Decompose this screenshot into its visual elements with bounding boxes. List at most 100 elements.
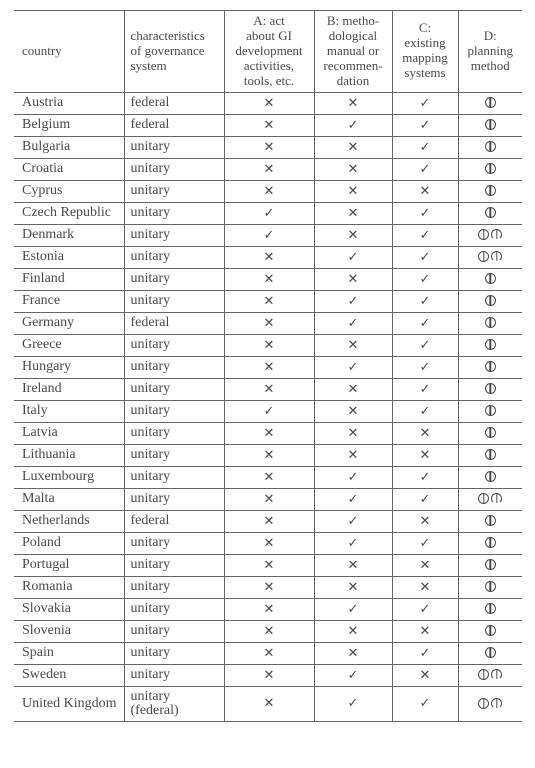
cross-icon: ✕ [348,271,359,286]
cell-gov: unitary [124,532,224,554]
cell-country: Austria [14,92,124,114]
cell-gov: unitary [124,664,224,686]
cell-country: Portugal [14,554,124,576]
check-icon: ✓ [348,359,359,374]
cell-c: ✓ [392,598,458,620]
cell-a: ✕ [224,466,314,488]
planning-method-icon [484,448,497,462]
cell-b: ✕ [314,224,392,246]
table-row: United Kingdomunitary (federal)✕✓✓ [14,686,522,721]
cross-icon: ✕ [264,359,275,374]
cell-d [458,180,522,202]
cell-d [458,400,522,422]
planning-method-icon [484,580,497,594]
cell-b: ✓ [314,290,392,312]
cell-c: ✓ [392,378,458,400]
cell-country: Denmark [14,224,124,246]
cell-country: Bulgaria [14,136,124,158]
cell-c: ✓ [392,136,458,158]
cell-country: Slovakia [14,598,124,620]
cell-a: ✓ [224,400,314,422]
cross-icon: ✕ [420,183,431,198]
cell-b: ✕ [314,92,392,114]
cell-c: ✓ [392,356,458,378]
cell-d [458,444,522,466]
check-icon: ✓ [420,271,431,286]
cell-a: ✕ [224,532,314,554]
planning-method-icon [484,140,497,154]
table-row: Franceunitary✕✓✓ [14,290,522,312]
check-icon: ✓ [264,205,275,220]
cell-c: ✓ [392,246,458,268]
cell-d [458,466,522,488]
cell-b: ✕ [314,136,392,158]
col-c: C:existingmappingsystems [392,11,458,93]
cell-d [458,664,522,686]
planning-method-icon [484,646,497,660]
cross-icon: ✕ [348,447,359,462]
cell-c: ✓ [392,686,458,721]
cell-c: ✕ [392,576,458,598]
cross-icon: ✕ [348,645,359,660]
table-row: Austriafederal✕✕✓ [14,92,522,114]
cell-country: Finland [14,268,124,290]
cell-gov: unitary [124,554,224,576]
cell-a: ✕ [224,554,314,576]
cell-a: ✕ [224,158,314,180]
cell-b: ✕ [314,576,392,598]
cross-icon: ✕ [348,205,359,220]
cell-b: ✓ [314,510,392,532]
table-row: Belgiumfederal✕✓✓ [14,114,522,136]
cross-icon: ✕ [420,579,431,594]
cell-b: ✕ [314,642,392,664]
cell-b: ✕ [314,378,392,400]
cross-icon: ✕ [264,249,275,264]
cell-c: ✓ [392,466,458,488]
cell-d [458,422,522,444]
cell-b: ✕ [314,180,392,202]
cell-country: Cyprus [14,180,124,202]
cell-c: ✓ [392,642,458,664]
table-row: Denmarkunitary✓✕✓ [14,224,522,246]
cell-a: ✕ [224,356,314,378]
cell-country: Czech Republic [14,202,124,224]
cross-icon: ✕ [348,95,359,110]
cell-gov: unitary [124,268,224,290]
check-icon: ✓ [420,205,431,220]
planning-method-icon [484,602,497,616]
check-icon: ✓ [348,469,359,484]
cell-a: ✕ [224,686,314,721]
cell-b: ✓ [314,312,392,334]
cell-b: ✓ [314,356,392,378]
cell-gov: unitary [124,136,224,158]
cell-country: Netherlands [14,510,124,532]
cell-country: Italy [14,400,124,422]
cell-b: ✕ [314,268,392,290]
cell-gov: unitary [124,356,224,378]
cell-d [458,356,522,378]
cross-icon: ✕ [420,557,431,572]
cross-icon: ✕ [264,337,275,352]
check-icon: ✓ [348,491,359,506]
cross-icon: ✕ [264,623,275,638]
cell-b: ✓ [314,114,392,136]
cell-gov: federal [124,92,224,114]
cell-country: Luxembourg [14,466,124,488]
cross-icon: ✕ [264,447,275,462]
cell-c: ✕ [392,620,458,642]
cell-a: ✓ [224,224,314,246]
cell-a: ✕ [224,598,314,620]
cell-gov: unitary [124,224,224,246]
cell-country: Germany [14,312,124,334]
planning-method-icon [484,316,497,330]
cell-gov: unitary [124,466,224,488]
cell-b: ✓ [314,246,392,268]
cell-gov: federal [124,312,224,334]
cross-icon: ✕ [348,403,359,418]
check-icon: ✓ [420,161,431,176]
check-icon: ✓ [348,513,359,528]
cell-country: Croatia [14,158,124,180]
planning-method-icon [484,470,497,484]
planning-method-icon [477,228,503,242]
cell-a: ✕ [224,444,314,466]
